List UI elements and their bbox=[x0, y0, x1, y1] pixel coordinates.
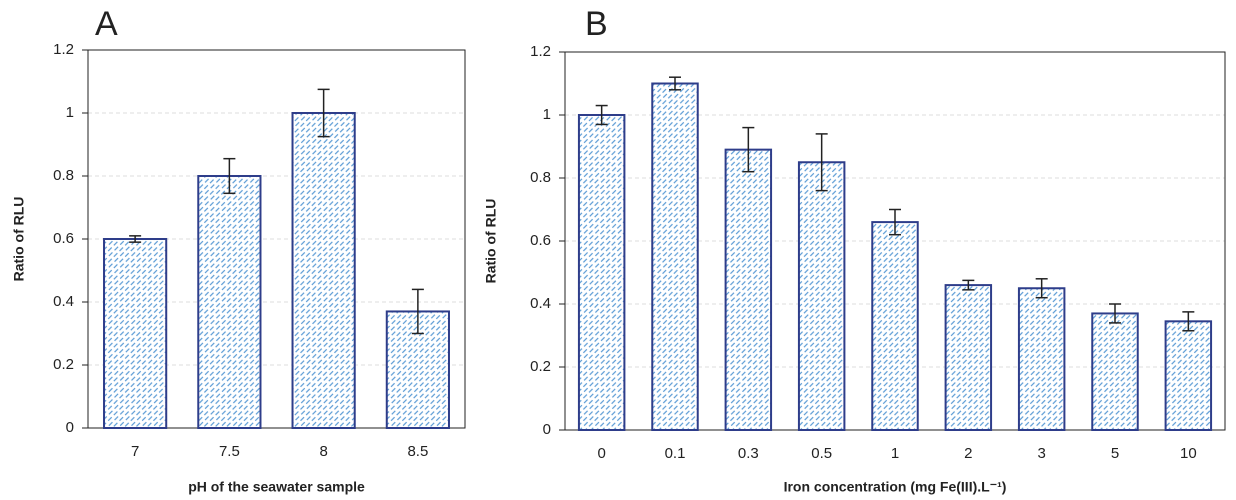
y-tick-label: 0.6 bbox=[53, 230, 74, 247]
y-tick-label: 1 bbox=[66, 104, 74, 121]
x-tick-label: 0.3 bbox=[738, 445, 759, 462]
bar bbox=[1091, 312, 1139, 432]
y-tick-label: 1.2 bbox=[530, 43, 551, 60]
y-tick-label: 0.2 bbox=[530, 358, 551, 375]
y-axis-label: Ratio of RLU bbox=[483, 199, 499, 284]
x-tick-label: 8 bbox=[319, 443, 327, 460]
bar bbox=[197, 175, 262, 429]
y-tick-label: 0 bbox=[543, 421, 551, 438]
x-tick-label: 7 bbox=[131, 443, 139, 460]
y-tick-label: 0 bbox=[66, 419, 74, 436]
bar bbox=[871, 221, 919, 431]
x-axis-label: Iron concentration (mg Fe(III).L⁻¹) bbox=[784, 479, 1007, 495]
x-tick-label: 0.5 bbox=[811, 445, 832, 462]
x-tick-label: 10 bbox=[1180, 445, 1197, 462]
x-tick-label: 3 bbox=[1037, 445, 1045, 462]
bar bbox=[724, 148, 773, 431]
y-tick-label: 0.2 bbox=[53, 356, 74, 373]
bar bbox=[103, 238, 168, 429]
panel-title: A bbox=[95, 5, 118, 43]
bar bbox=[385, 310, 450, 430]
bar bbox=[1164, 320, 1213, 432]
y-axis-label: Ratio of RLU bbox=[11, 197, 27, 282]
x-tick-label: 0 bbox=[597, 445, 605, 462]
y-tick-label: 0.8 bbox=[53, 167, 74, 184]
y-tick-label: 0.8 bbox=[530, 169, 551, 186]
x-tick-label: 2 bbox=[964, 445, 972, 462]
x-tick-label: 0.1 bbox=[665, 445, 686, 462]
y-tick-label: 0.4 bbox=[530, 295, 551, 312]
x-axis-label: pH of the seawater sample bbox=[188, 479, 365, 495]
bar bbox=[944, 284, 993, 431]
y-tick-label: 1.2 bbox=[53, 41, 74, 58]
y-tick-label: 0.4 bbox=[53, 293, 74, 310]
bar bbox=[651, 82, 699, 431]
y-tick-label: 1 bbox=[543, 106, 551, 123]
bar bbox=[291, 112, 356, 429]
x-tick-label: 1 bbox=[891, 445, 899, 462]
y-tick-label: 0.6 bbox=[530, 232, 551, 249]
bar bbox=[1017, 287, 1066, 431]
plot-frame bbox=[87, 49, 466, 429]
panel-title: B bbox=[585, 5, 608, 43]
bar bbox=[797, 161, 846, 431]
x-tick-label: 5 bbox=[1111, 445, 1119, 462]
x-tick-label: 7.5 bbox=[219, 443, 240, 460]
x-tick-label: 8.5 bbox=[407, 443, 428, 460]
bar bbox=[577, 114, 626, 431]
